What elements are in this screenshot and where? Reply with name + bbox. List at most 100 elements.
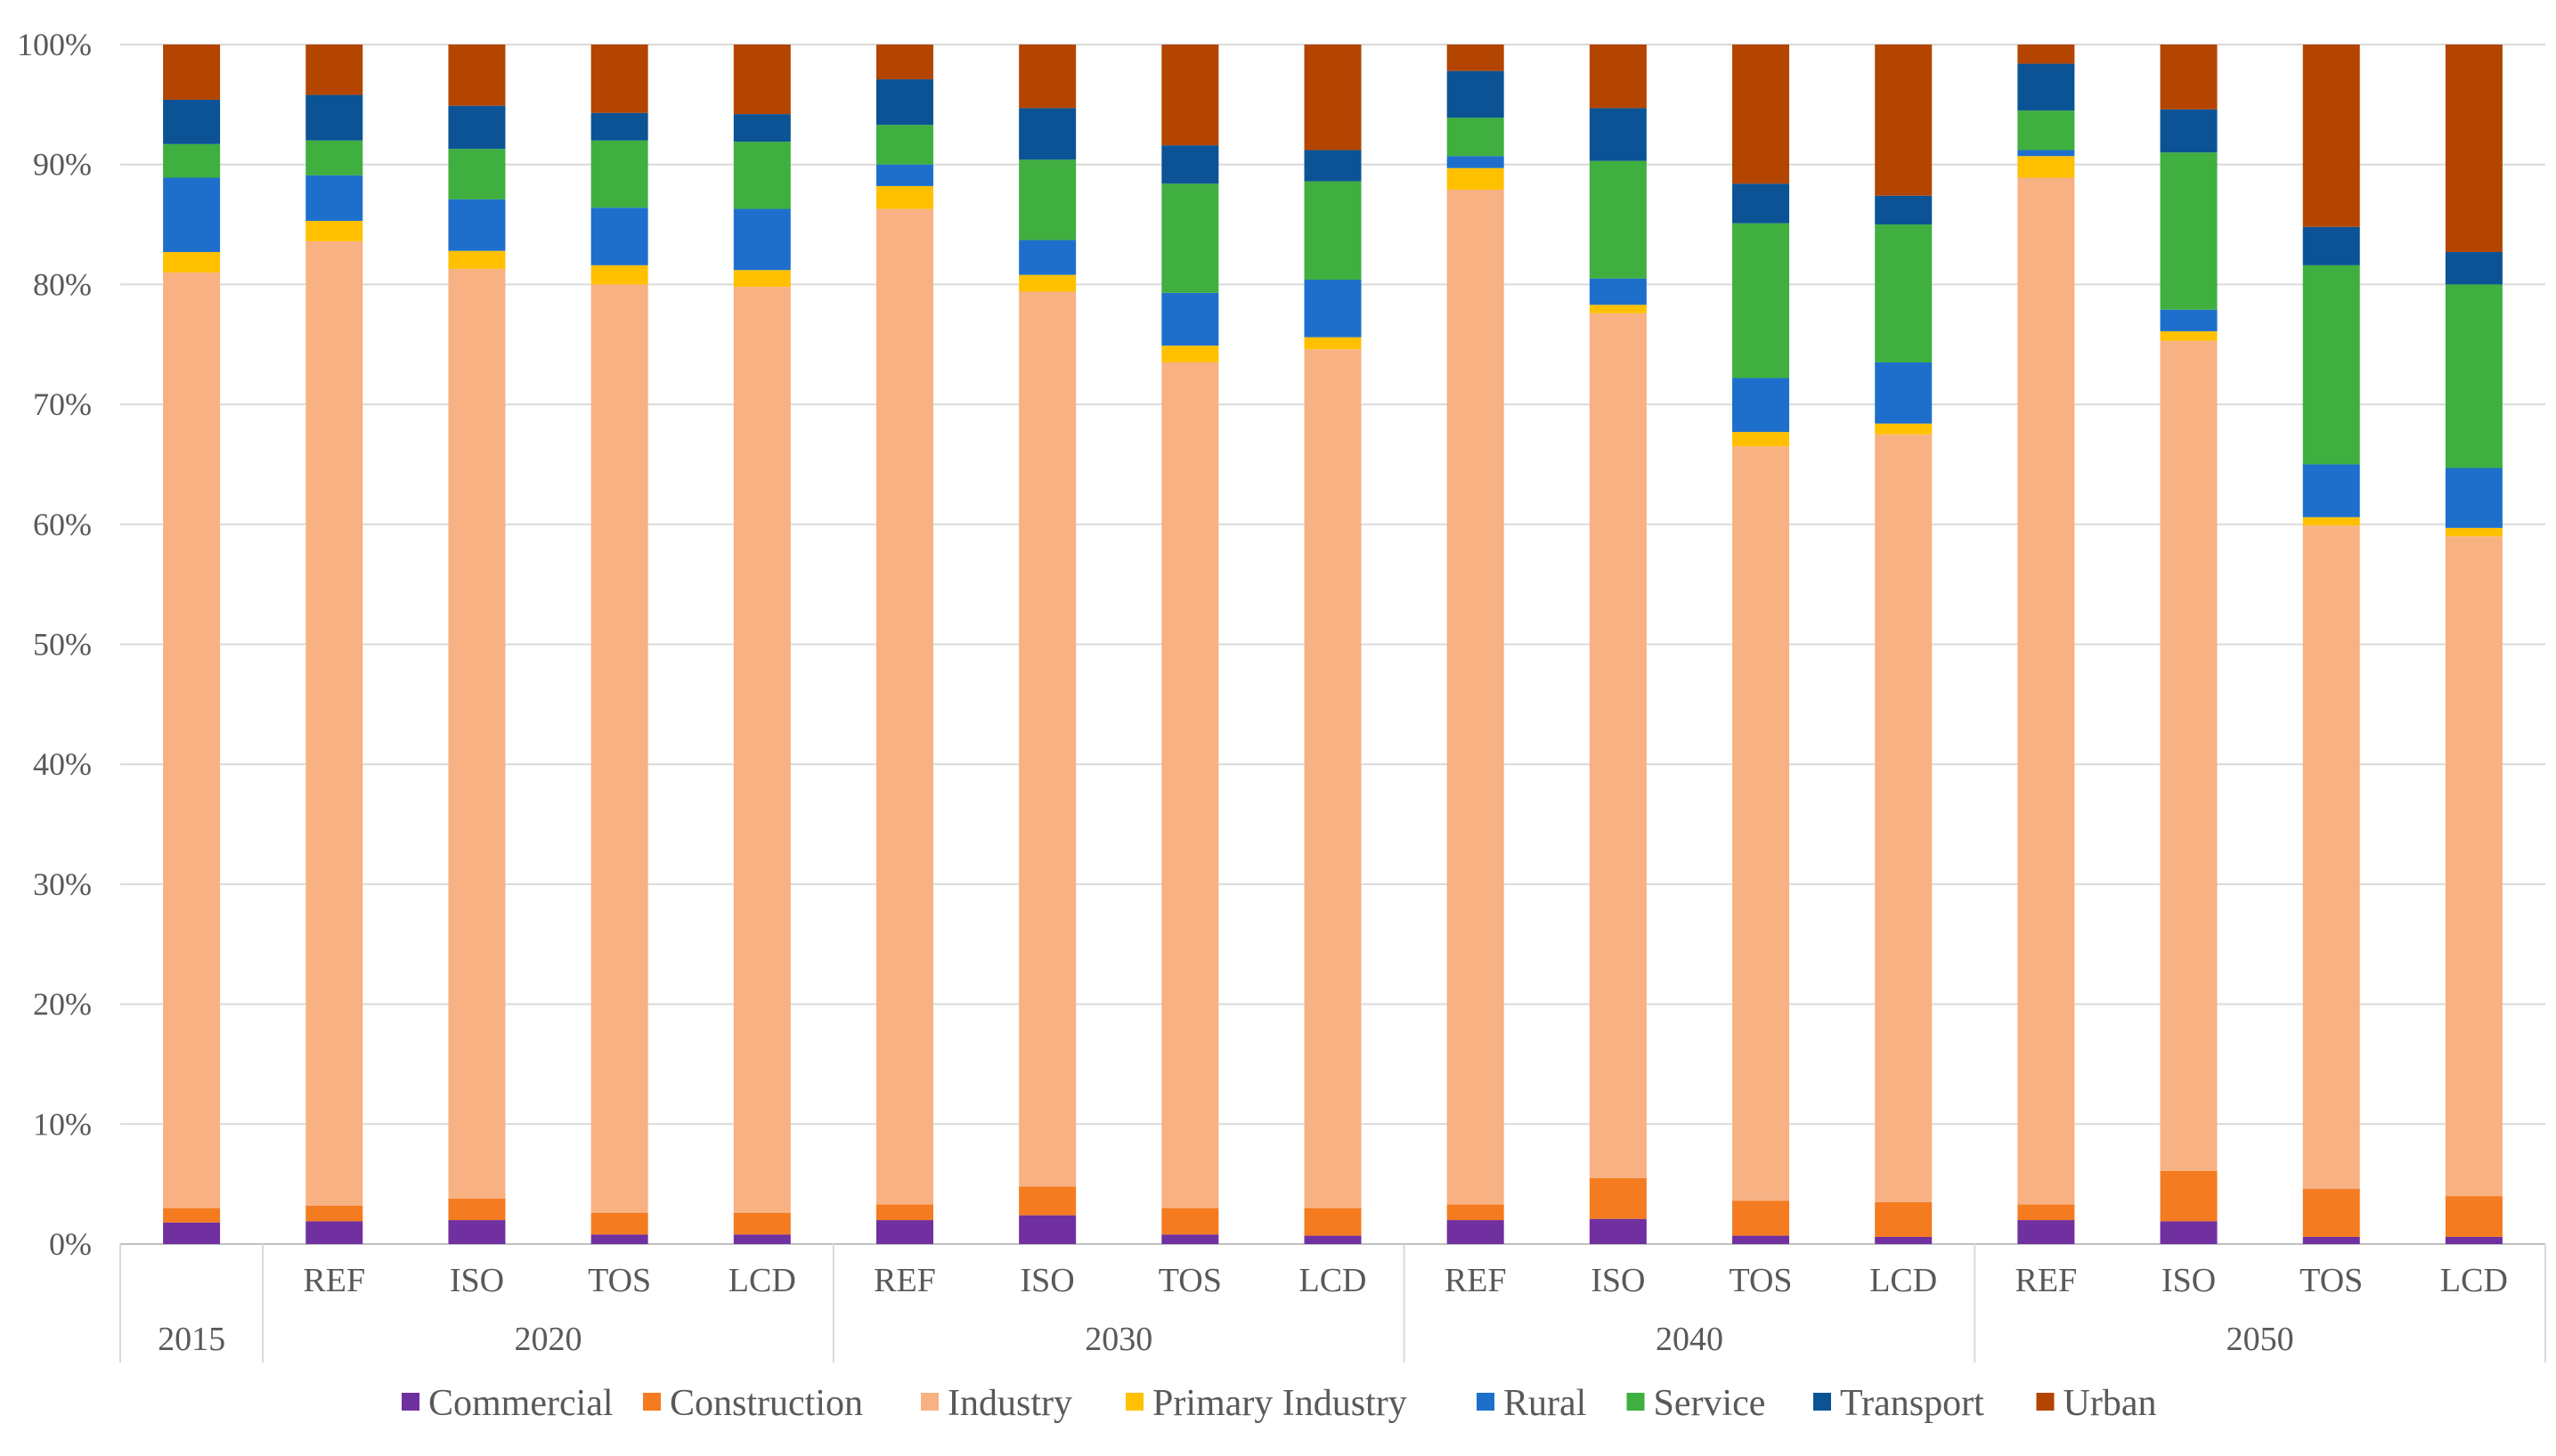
bar-segment-primary-industry: [2445, 527, 2503, 537]
bar-segment-commercial: [2445, 1236, 2503, 1244]
bars: [163, 45, 2503, 1244]
legend-label: Service: [1654, 1383, 1766, 1424]
bar-segment-transport: [2302, 226, 2360, 265]
bar-segment-transport: [448, 105, 506, 150]
bar-segment-primary-industry: [2017, 156, 2075, 178]
bar-segment-service: [1875, 224, 1933, 362]
bar-segment-urban: [448, 45, 506, 106]
bar-segment-transport: [1589, 108, 1647, 161]
bar-segment-rural: [875, 164, 933, 186]
x-category-label: REF: [874, 1262, 936, 1299]
legend-swatch: [1477, 1393, 1494, 1411]
bar-segment-rural: [163, 177, 221, 253]
x-axis: 2015 REF ISO TOS LCD 2020 REF ISO TOS LCD 2030 REF I…: [119, 1244, 2546, 1362]
bar-segment-rural: [2160, 309, 2218, 331]
bar-segment-urban: [2160, 45, 2218, 110]
bar-segment-transport: [733, 114, 791, 142]
bar-segment-commercial: [2017, 1220, 2075, 1244]
bar-segment-commercial: [875, 1220, 933, 1244]
bar-segment-construction: [2160, 1170, 2218, 1222]
y-tick-label: 10%: [33, 1106, 92, 1142]
bar-segment-rural: [2017, 150, 2075, 157]
bar-segment-urban: [305, 45, 363, 95]
bar-segment-primary-industry: [1304, 337, 1362, 350]
y-tick-label: 40%: [33, 746, 92, 782]
bar-segment-industry: [1446, 189, 1504, 1205]
y-tick-label: 90%: [33, 147, 92, 183]
bar-segment-primary-industry: [163, 252, 221, 272]
bar-segment-industry: [1732, 446, 1790, 1201]
x-group-label: 2015: [158, 1321, 225, 1358]
bar-segment-industry: [875, 208, 933, 1205]
bar-segment-rural: [1589, 278, 1647, 305]
bar-segment-commercial: [1161, 1234, 1219, 1244]
legend-swatch: [1126, 1393, 1144, 1411]
bar-segment-primary-industry: [1446, 167, 1504, 190]
bar-segment-primary-industry: [1732, 432, 1790, 447]
bar-segment-primary-industry: [1161, 346, 1219, 362]
x-category-label: REF: [303, 1262, 365, 1299]
bar-segment-rural: [1304, 280, 1362, 338]
bar-segment-commercial: [733, 1234, 791, 1244]
bar-segment-industry: [2302, 525, 2360, 1190]
bar-segment-service: [875, 125, 933, 165]
bar-segment-service: [1446, 118, 1504, 157]
bar-segment-service: [305, 140, 363, 175]
legend-label: Rural: [1503, 1383, 1586, 1424]
bar-segment-service: [2017, 110, 2075, 150]
x-category-label: LCD: [2440, 1262, 2508, 1299]
bar-segment-urban: [1589, 45, 1647, 109]
bar-segment-commercial: [1875, 1236, 1933, 1244]
bar-segment-construction: [2017, 1204, 2075, 1221]
bar-segment-commercial: [305, 1221, 363, 1244]
bar-segment-construction: [2302, 1189, 2360, 1237]
bar-segment-commercial: [1589, 1218, 1647, 1244]
bar-segment-construction: [590, 1212, 648, 1235]
bar-segment-urban: [590, 45, 648, 113]
bar-segment-primary-industry: [1019, 274, 1077, 292]
bar-segment-service: [733, 142, 791, 209]
x-group-label: 2030: [1085, 1321, 1152, 1358]
legend-swatch: [1813, 1393, 1831, 1411]
bar-segment-construction: [1161, 1208, 1219, 1235]
x-category-label: TOS: [1729, 1262, 1792, 1299]
y-tick-label: 30%: [33, 866, 92, 902]
bar-segment-construction: [1875, 1201, 1933, 1237]
bar-segment-urban: [875, 45, 933, 80]
bar-segment-urban: [1304, 45, 1362, 150]
bar-segment-industry: [1304, 349, 1362, 1208]
bar-segment-commercial: [1019, 1215, 1077, 1244]
bar-segment-construction: [875, 1204, 933, 1221]
y-tick-label: 20%: [33, 987, 92, 1022]
bar-segment-rural: [1161, 292, 1219, 346]
bar-segment-rural: [1019, 240, 1077, 275]
x-category-label: REF: [1445, 1262, 1507, 1299]
bar-segment-transport: [305, 94, 363, 141]
bar-segment-construction: [2445, 1196, 2503, 1237]
bar-segment-rural: [590, 207, 648, 265]
bar-segment-industry: [1875, 434, 1933, 1202]
bar-segment-industry: [163, 272, 221, 1208]
x-category-label: LCD: [1869, 1262, 1937, 1299]
bar-segment-commercial: [1304, 1235, 1362, 1244]
y-tick-label: 80%: [33, 266, 92, 302]
bar-segment-service: [1019, 159, 1077, 240]
y-tick-label: 70%: [33, 386, 92, 422]
bar-segment-transport: [2160, 109, 2218, 153]
y-tick-label: 0%: [49, 1226, 92, 1262]
bar-segment-urban: [733, 45, 791, 115]
legend-label: Primary Industry: [1152, 1383, 1407, 1424]
bar-segment-industry: [305, 240, 363, 1206]
bar-segment-construction: [1446, 1204, 1504, 1221]
bar-segment-primary-industry: [2302, 517, 2360, 526]
bar-segment-urban: [1446, 45, 1504, 71]
bar-segment-industry: [448, 268, 506, 1199]
x-category-label: ISO: [1021, 1262, 1075, 1299]
bar-segment-rural: [1875, 362, 1933, 424]
bar-segment-industry: [2445, 536, 2503, 1197]
y-axis-ticks: 0% 10% 20% 30% 40% 50% 60% 70% 80% 90% 100%: [17, 27, 92, 1262]
legend-swatch: [1626, 1393, 1645, 1411]
bar-segment-industry: [2160, 340, 2218, 1171]
x-group-label: 2050: [2226, 1321, 2294, 1358]
